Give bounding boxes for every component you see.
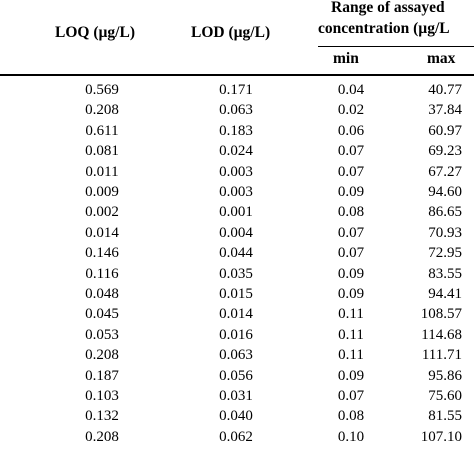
- cell-min: 0.11: [338, 347, 364, 364]
- cell-lod: 0.040: [219, 408, 253, 425]
- cell-loq: 0.132: [85, 408, 119, 425]
- table-row: 0.187 0.056 0.09 95.86: [0, 366, 474, 386]
- cell-min: 0.11: [338, 306, 364, 323]
- cell-lod: 0.015: [219, 286, 253, 302]
- cell-min: 0.07: [337, 224, 365, 241]
- cell-loq: 0.002: [85, 204, 119, 221]
- cell-min: 0.02: [337, 102, 365, 119]
- cell-min: 0.09: [337, 286, 365, 302]
- cell-max: 81.55: [428, 408, 462, 425]
- cell-max: 83.55: [428, 265, 462, 282]
- cell-lod: 0.183: [219, 122, 253, 139]
- header-range-line1: Range of assayed: [331, 0, 445, 16]
- cell-lod: 0.063: [219, 347, 253, 364]
- cell-min: 0.10: [337, 428, 365, 445]
- cell-max: 94.60: [428, 184, 462, 200]
- cell-max: 94.41: [428, 286, 462, 302]
- table-row: 0.146 0.044 0.07 72.95: [0, 243, 474, 263]
- header-max: max: [427, 50, 456, 67]
- table-row: 0.611 0.183 0.06 60.97: [0, 121, 474, 141]
- cell-min: 0.09: [337, 184, 365, 200]
- header-bottom-rule: [0, 74, 474, 76]
- cell-lod: 0.001: [219, 204, 253, 221]
- cell-max: 75.60: [428, 388, 462, 404]
- cell-loq: 0.569: [85, 82, 119, 98]
- cell-lod: 0.171: [219, 82, 253, 98]
- cell-max: 69.23: [428, 143, 462, 160]
- cell-max: 37.84: [428, 102, 462, 119]
- cell-min: 0.04: [337, 82, 365, 98]
- cell-lod: 0.004: [219, 224, 253, 241]
- table-row: 0.048 0.015 0.09 94.41: [0, 284, 474, 304]
- table-row: 0.014 0.004 0.07 70.93: [0, 223, 474, 243]
- cell-max: 72.95: [428, 245, 462, 262]
- range-subheader-rule: [318, 46, 474, 47]
- cell-min: 0.07: [337, 388, 365, 404]
- cell-loq: 0.011: [85, 163, 119, 180]
- table-row: 0.002 0.001 0.08 86.65: [0, 202, 474, 222]
- cell-max: 107.10: [420, 428, 462, 445]
- table-row: 0.081 0.024 0.07 69.23: [0, 141, 474, 161]
- cell-loq: 0.187: [85, 367, 119, 384]
- table-row: 0.208 0.062 0.10 107.10: [0, 427, 474, 447]
- cell-min: 0.07: [337, 245, 365, 262]
- cell-max: 114.68: [421, 326, 462, 343]
- table-row: 0.132 0.040 0.08 81.55: [0, 406, 474, 426]
- cell-lod: 0.003: [219, 184, 253, 200]
- table-row: 0.208 0.063 0.11 111.71: [0, 345, 474, 365]
- cell-lod: 0.063: [219, 102, 253, 119]
- cell-max: 70.93: [428, 224, 462, 241]
- cell-loq: 0.116: [85, 265, 119, 282]
- cell-min: 0.09: [337, 265, 365, 282]
- cell-lod: 0.062: [219, 428, 253, 445]
- table-row: 0.103 0.031 0.07 75.60: [0, 386, 474, 406]
- cell-loq: 0.611: [85, 122, 119, 139]
- header-min: min: [333, 50, 359, 67]
- cell-loq: 0.081: [85, 143, 119, 160]
- cell-max: 40.77: [428, 82, 462, 98]
- cell-max: 86.65: [428, 204, 462, 221]
- table-row: 0.009 0.003 0.09 94.60: [0, 182, 474, 202]
- cell-min: 0.07: [337, 143, 365, 160]
- cell-max: 108.57: [420, 306, 462, 323]
- cell-loq: 0.208: [85, 428, 119, 445]
- cell-min: 0.07: [337, 163, 365, 180]
- cell-max: 67.27: [428, 163, 462, 180]
- cell-lod: 0.031: [219, 388, 253, 404]
- cell-loq: 0.103: [85, 388, 119, 404]
- cell-min: 0.11: [338, 326, 364, 343]
- cell-min: 0.08: [337, 204, 365, 221]
- cell-loq: 0.208: [85, 347, 119, 364]
- cell-loq: 0.045: [85, 306, 119, 323]
- cell-lod: 0.014: [219, 306, 253, 323]
- cell-loq: 0.146: [85, 245, 119, 262]
- header-loq: LOQ (µg/L): [55, 24, 135, 41]
- table-row: 0.045 0.014 0.11 108.57: [0, 304, 474, 324]
- cell-min: 0.06: [337, 122, 365, 139]
- cell-lod: 0.016: [219, 326, 253, 343]
- table-row: 0.569 0.171 0.04 40.77: [0, 80, 474, 100]
- cell-loq: 0.048: [85, 286, 119, 302]
- cell-max: 95.86: [428, 367, 462, 384]
- table-row: 0.116 0.035 0.09 83.55: [0, 264, 474, 284]
- cell-max: 60.97: [428, 122, 462, 139]
- table-row: 0.208 0.063 0.02 37.84: [0, 100, 474, 120]
- cell-loq: 0.009: [85, 184, 119, 200]
- cell-min: 0.08: [337, 408, 365, 425]
- cell-lod: 0.003: [219, 163, 253, 180]
- table-row: 0.011 0.003 0.07 67.27: [0, 162, 474, 182]
- cell-loq: 0.014: [85, 224, 119, 241]
- cell-min: 0.09: [337, 367, 365, 384]
- cell-max: 111.71: [421, 347, 462, 364]
- header-range-line2: concentration (µg/L: [318, 20, 450, 37]
- cell-loq: 0.053: [85, 326, 119, 343]
- cell-lod: 0.035: [219, 265, 253, 282]
- cell-lod: 0.024: [219, 143, 253, 160]
- table-row: 0.053 0.016 0.11 114.68: [0, 325, 474, 345]
- cell-loq: 0.208: [85, 102, 119, 119]
- cell-lod: 0.056: [219, 367, 253, 384]
- cell-lod: 0.044: [219, 245, 253, 262]
- header-lod: LOD (µg/L): [191, 24, 271, 41]
